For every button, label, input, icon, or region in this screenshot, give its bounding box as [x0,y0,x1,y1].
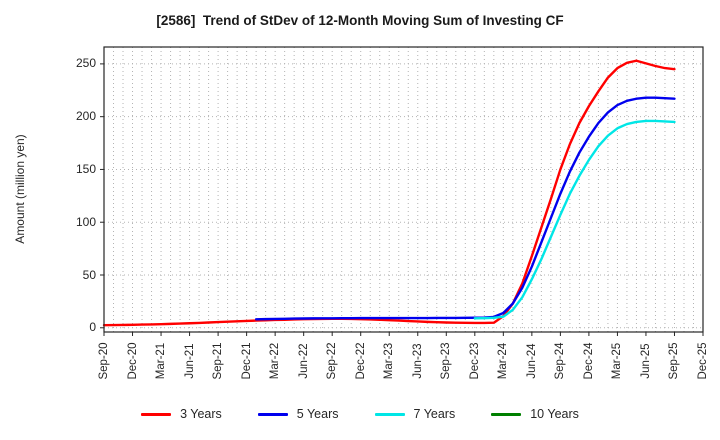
legend-item-7-years: 7 Years [374,407,456,421]
legend-line-swatch [374,412,405,416]
legend-line-swatch [141,412,172,416]
series-line-3-years [102,59,676,327]
legend-label: 10 Years [530,407,579,421]
x-tick-label: Jun-25 [639,343,652,379]
series-line-7-years [473,119,676,320]
y-tick-label: 100 [75,214,96,229]
x-tick-label: Dec-20 [126,342,139,380]
x-tick-label: Mar-22 [269,342,282,380]
legend-item-10-years: 10 Years [491,407,579,421]
x-tick-label: Mar-25 [611,342,624,380]
legend-line-swatch [491,412,522,416]
x-tick-label: Dec-25 [697,342,709,380]
legend-item-3-years: 3 Years [141,407,222,421]
legend-label: 5 Years [296,407,339,421]
x-tick-label: Mar-24 [497,342,510,380]
x-tick-label: Dec-21 [240,342,253,380]
legend: 3 Years 5 Years 7 Years 10 Years [0,400,720,428]
x-tick-label: Mar-23 [383,342,396,380]
legend-label: 7 Years [413,407,456,421]
x-tick-label: Jun-24 [525,343,538,379]
legend-line-swatch [257,412,288,416]
x-tick-label: Dec-24 [582,342,595,380]
x-tick-label: Mar-21 [155,342,168,380]
x-tick-label: Jun-23 [411,343,424,379]
x-tick-label: Sep-25 [668,342,681,380]
y-tick-label: 250 [75,56,96,71]
legend-label: 3 Years [180,407,222,421]
x-tick-label: Sep-23 [440,342,453,380]
x-tick-label: Jun-21 [183,343,196,379]
y-tick-label: 150 [75,161,96,176]
x-tick-label: Jun-22 [297,343,310,379]
x-tick-label: Dec-23 [468,342,481,380]
x-tick-label: Sep-22 [326,342,339,380]
y-tick-label: 200 [75,109,96,124]
y-tick-label: 0 [89,320,96,335]
plot-frame [103,46,704,333]
series-line-5-years [254,96,676,321]
x-tick-label: Sep-21 [212,342,225,380]
legend-item-5-years: 5 Years [257,407,339,421]
y-tick-label: 50 [82,267,96,282]
x-tick-label: Sep-20 [98,342,110,380]
x-tick-label: Dec-22 [354,342,367,380]
chart-title: [2586] Trend of StDev of 12-Month Moving… [156,13,564,28]
x-tick-label: Sep-24 [554,342,567,380]
